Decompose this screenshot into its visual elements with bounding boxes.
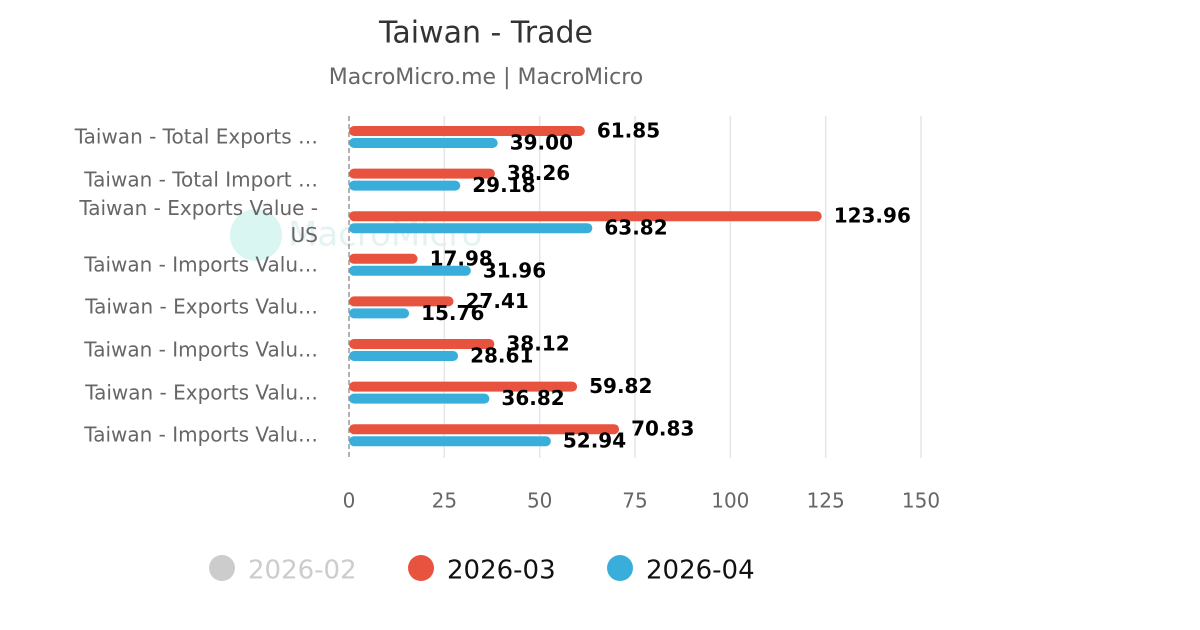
category-label: Taiwan - Total Import …	[84, 167, 318, 192]
value-label: 31.96	[483, 258, 546, 282]
value-label: 38.12	[506, 332, 569, 356]
bar	[349, 351, 459, 361]
bar	[349, 308, 410, 319]
bar	[349, 339, 495, 349]
value-label: 63.82	[604, 216, 667, 240]
x-tick-label: 150	[902, 489, 940, 513]
category-label: Taiwan - Imports Valu…	[84, 337, 318, 362]
value-label: 29.18	[472, 173, 535, 197]
x-tick-label: 25	[432, 489, 457, 513]
bar	[349, 424, 620, 435]
legend-marker	[607, 555, 633, 581]
legend-label: 2026-03	[447, 556, 556, 586]
bar	[349, 436, 551, 447]
legend-marker	[209, 555, 235, 581]
value-label: 36.82	[501, 386, 564, 410]
bar	[349, 211, 822, 222]
category-label: Taiwan - Imports Valu…	[84, 252, 318, 277]
x-tick-label: 75	[622, 489, 647, 513]
bar	[349, 180, 461, 191]
value-label: 52.94	[563, 429, 626, 453]
bar	[349, 223, 593, 234]
value-label: 28.61	[470, 344, 533, 368]
bar	[349, 393, 490, 404]
value-label: 15.76	[421, 301, 484, 325]
x-tick-label: 100	[711, 489, 749, 513]
bar	[349, 126, 585, 136]
x-tick-label: 125	[807, 489, 845, 513]
chart-subtitle: MacroMicro.me | MacroMicro	[329, 65, 644, 90]
category-label: Taiwan - Exports Valu…	[85, 380, 318, 405]
category-label: Taiwan - Total Exports …	[74, 124, 318, 149]
bar	[349, 265, 471, 276]
legend-label: 2026-02	[248, 556, 357, 586]
legend-marker	[408, 555, 434, 581]
bar	[349, 296, 454, 307]
category-label: Taiwan - Exports Value - US	[79, 196, 318, 248]
x-tick-label: 50	[527, 489, 552, 513]
bar	[349, 381, 578, 392]
bar	[349, 168, 495, 179]
bar	[349, 253, 418, 264]
value-label: 61.85	[597, 119, 660, 143]
value-label: 70.83	[631, 417, 694, 441]
value-label: 38.26	[507, 161, 570, 185]
value-label: 39.00	[510, 131, 573, 155]
value-label: 123.96	[834, 204, 911, 228]
category-label: Taiwan - Exports Valu…	[85, 294, 318, 319]
x-tick-label: 0	[343, 489, 356, 513]
bar	[349, 138, 498, 148]
watermark-logo	[230, 209, 282, 261]
category-label: Taiwan - Imports Valu…	[84, 422, 318, 447]
chart-title: Taiwan - Trade	[378, 16, 593, 51]
value-label: 59.82	[589, 374, 652, 398]
value-label: 27.41	[466, 289, 529, 313]
legend-label: 2026-04	[646, 556, 755, 586]
